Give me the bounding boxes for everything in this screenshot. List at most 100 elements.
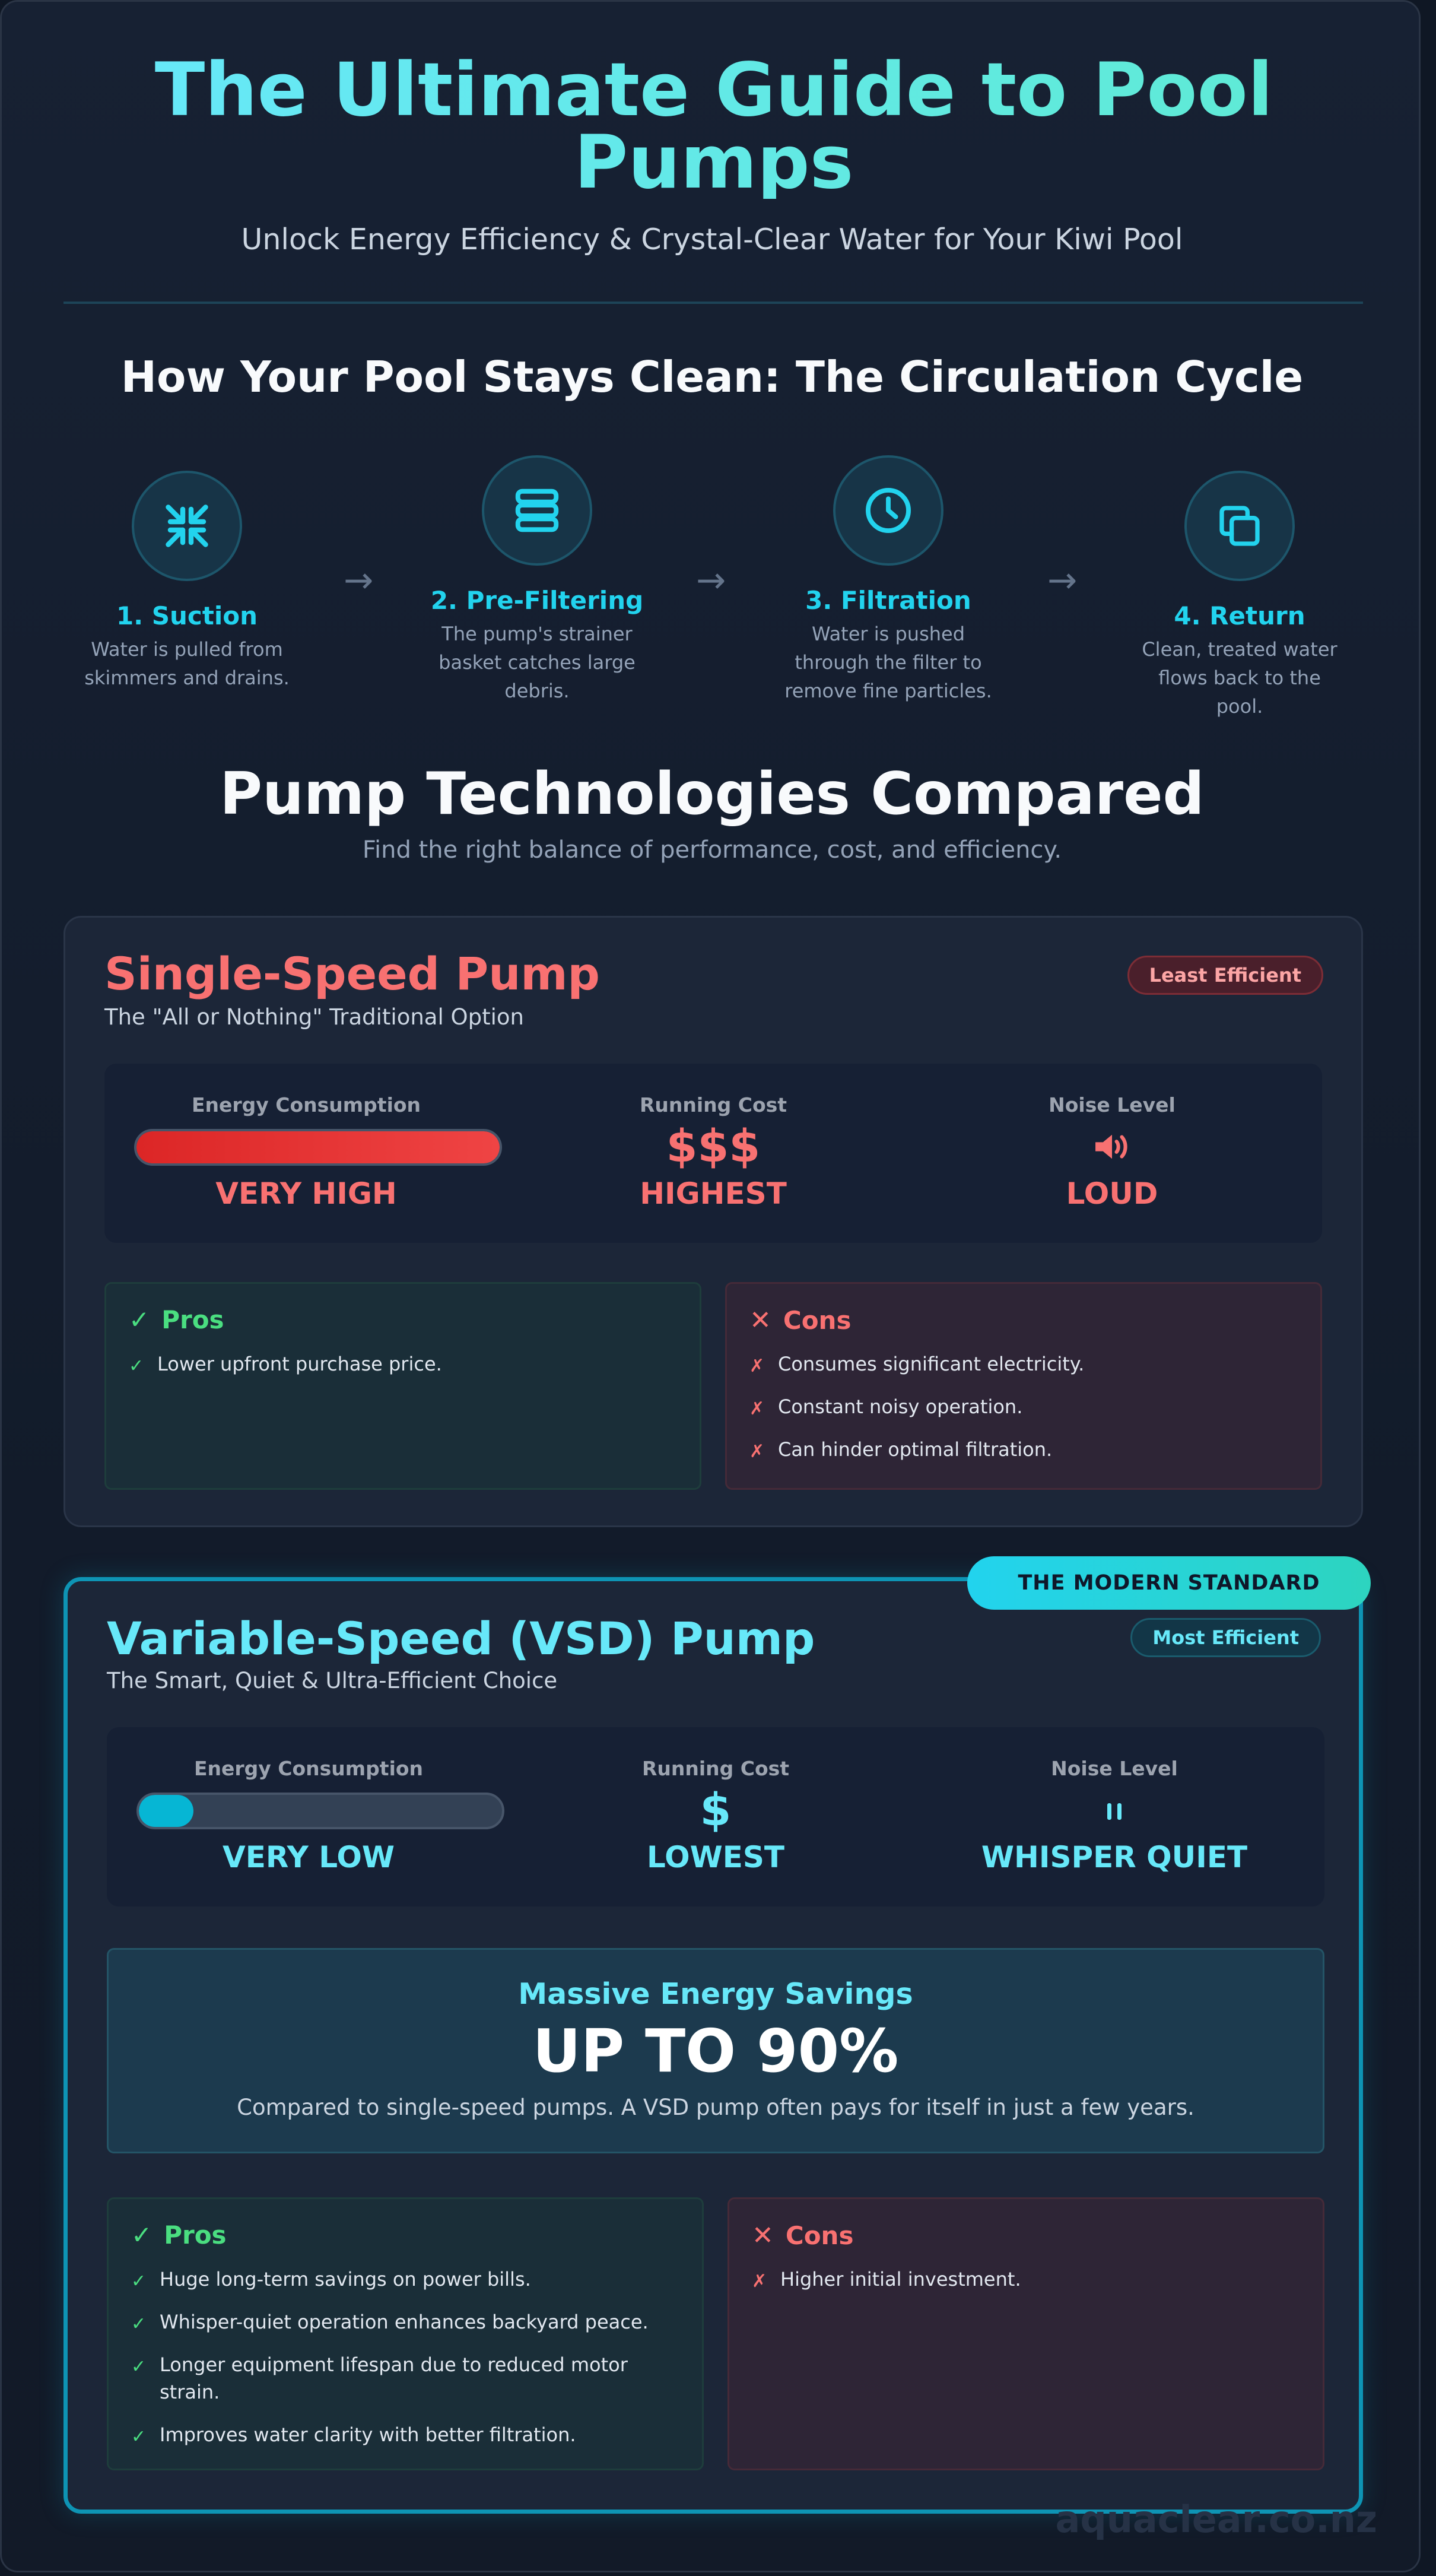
list-item-text: Huge long-term savings on power bills. [160,2268,531,2291]
step-desc: The pump's strainer basket catches large… [439,623,636,702]
metric-value: LOUD [1066,1176,1158,1211]
pros-box: ✓ Pros ✓ Lower upfront purchase price. [104,1282,701,1490]
step-title: 3. Filtration [805,586,971,615]
cons-list: ✗ Consumes significant electricity. ✗ Const… [749,1350,1295,1479]
metric-label: Energy Consumption [191,1093,421,1116]
close-icon: ✕ [749,1305,771,1335]
noise-metric: Noise Level WHISPER QUIET [913,1727,1316,1906]
cons-title: Cons [783,1306,852,1335]
list-item-text: Lower upfront purchase price. [157,1353,442,1375]
cross-icon: ✗ [749,1441,765,1462]
check-icon: ✓ [131,2314,147,2334]
step-title: 2. Pre-Filtering [430,586,644,615]
savings-title: Massive Energy Savings [518,1977,913,2011]
pause-quiet-icon [913,1800,1316,1823]
cross-icon: ✗ [749,1356,765,1376]
cycle-title: How Your Pool Stays Clean: The Circulati… [120,352,1304,402]
metric-value: VERY HIGH [215,1176,397,1211]
efficiency-badge: Most Efficient [1130,1618,1321,1657]
list-item-text: Can hinder optimal filtration. [778,1438,1053,1461]
check-icon: ✓ [131,2220,153,2250]
energy-bar-fill [136,1131,500,1163]
list-item: ✓ Huge long-term savings on power bills. [131,2266,677,2293]
metric-label: Running Cost [639,1093,787,1116]
check-icon: ✓ [131,2356,147,2377]
cycle-step-filtration: 3. Filtration Water is pushed through th… [781,455,995,705]
list-item-text: Higher initial investment. [780,2268,1021,2291]
cycle-step-return: 4. Return Clean, treated water flows bac… [1133,471,1346,721]
pump-tagline: The Smart, Quiet & Ultra-Efficient Choic… [107,1668,558,1693]
arrow-right-icon: → [1047,560,1078,601]
list-item: ✗ Consumes significant electricity. [749,1350,1295,1378]
compare-subtitle: Find the right balance of performance, c… [362,836,1062,864]
vsd-card: THE MODERN STANDARD Variable-Speed (VSD)… [63,1556,1371,2514]
list-item-text: Constant noisy operation. [778,1395,1023,1418]
check-icon: ✓ [129,1305,150,1334]
savings-desc: Compared to single-speed pumps. A VSD pu… [237,2095,1194,2120]
metric-value: HIGHEST [640,1176,787,1211]
pros-list: ✓ Lower upfront purchase price. [129,1350,675,1393]
metrics-panel: Energy Consumption VERY HIGH Running Cos… [104,1064,1322,1243]
layers-icon [482,455,592,566]
metric-label: Noise Level [1051,1757,1178,1780]
cons-box: ✕ Cons ✗ Higher initial investment. [727,2197,1324,2470]
arrow-right-icon: → [344,560,374,601]
energy-bar [134,1129,502,1166]
energy-metric: Energy Consumption VERY LOW [107,1727,510,1906]
energy-bar-fill [139,1795,193,1827]
page-subtitle: Unlock Energy Efficiency & Crystal-Clear… [241,223,1183,256]
metric-label: Energy Consumption [193,1757,424,1780]
energy-metric: Energy Consumption VERY HIGH [104,1064,508,1243]
modern-standard-ribbon: THE MODERN STANDARD [967,1556,1371,1610]
cost-metric: Running Cost $$$ HIGHEST [512,1064,915,1243]
efficiency-badge: Least Efficient [1127,956,1323,995]
metric-label: Noise Level [1049,1093,1176,1116]
watermark: aquaclear.co.nz [1055,2498,1378,2541]
dollar-icon: $$$ [666,1119,761,1172]
step-title: 4. Return [1174,601,1305,630]
list-item: ✗ Constant noisy operation. [749,1393,1295,1420]
single-speed-card: Single-Speed Pump The "All or Nothing" T… [63,916,1363,1527]
check-icon: ✓ [131,2426,147,2447]
step-title: 1. Suction [116,601,258,630]
metric-value: WHISPER QUIET [981,1840,1248,1874]
list-item-text: Improves water clarity with better filtr… [160,2423,576,2446]
cross-icon: ✗ [749,1398,765,1419]
step-desc: Clean, treated water flows back to the p… [1142,638,1337,718]
metric-label: Running Cost [641,1757,790,1780]
pros-title: Pros [161,1305,224,1334]
pros-box: ✓ Pros ✓ Huge long-term savings on power … [107,2197,704,2470]
list-item: ✗ Higher initial investment. [752,2266,1298,2293]
speaker-loud-icon [910,1130,1314,1163]
copy-icon [1184,471,1295,581]
clock-icon [833,455,943,566]
list-item-text: Consumes significant electricity. [778,1353,1085,1375]
savings-value: UP TO 90% [532,2016,899,2086]
pros-list: ✓ Huge long-term savings on power bills. ✓… [131,2266,677,2464]
list-item: ✗ Can hinder optimal filtration. [749,1436,1295,1463]
close-icon: ✕ [752,2220,774,2251]
metric-value: LOWEST [646,1840,784,1874]
cycle-step-prefiltering: 2. Pre-Filtering The pump's strainer bas… [430,455,644,705]
compress-arrows-icon [132,471,242,581]
list-item-text: Whisper-quiet operation enhances backyar… [160,2311,649,2333]
divider [63,302,1363,304]
step-desc: Water is pulled from skimmers and drains… [84,638,290,689]
compare-title: Pump Technologies Compared [220,760,1205,828]
metrics-panel: Energy Consumption VERY LOW Running Cost… [107,1727,1324,1906]
cross-icon: ✗ [752,2271,767,2292]
list-item: ✓ Whisper-quiet operation enhances backya… [131,2308,677,2336]
cons-box: ✕ Cons ✗ Consumes significant electricity… [725,1282,1322,1490]
noise-metric: Noise Level LOUD [910,1064,1314,1243]
list-item: ✓ Longer equipment lifespan due to reduce… [131,2351,677,2406]
pump-name: Variable-Speed (VSD) Pump [107,1612,815,1665]
cost-metric: Running Cost $ LOWEST [514,1727,917,1906]
energy-bar [136,1793,504,1829]
pump-name: Single-Speed Pump [104,947,600,1000]
page-title: The Ultimate Guide to Pool Pumps [97,53,1331,199]
cons-title: Cons [785,2221,854,2250]
pros-title: Pros [164,2220,227,2250]
savings-panel: Massive Energy Savings UP TO 90% Compare… [107,1948,1324,2153]
step-desc: Water is pushed through the filter to re… [784,623,992,702]
